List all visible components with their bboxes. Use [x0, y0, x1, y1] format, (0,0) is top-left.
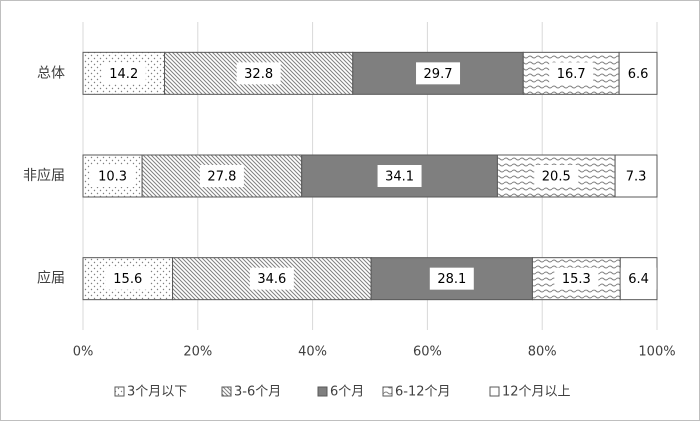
label-box [620, 267, 657, 290]
x-tick-label: 40% [298, 345, 327, 360]
legend-swatch [221, 386, 232, 397]
legend-label: 6个月 [330, 385, 364, 400]
data-label: 20.5 [542, 170, 571, 185]
legend-swatch [114, 386, 125, 397]
legend-label: 12个月以上 [502, 385, 571, 400]
label-box [534, 165, 579, 187]
data-label: 28.1 [437, 272, 466, 287]
legend-label: 6-12个月 [395, 385, 451, 400]
y-tick-label: 非应届 [23, 167, 65, 184]
label-box [549, 62, 594, 85]
data-label: 16.7 [557, 67, 586, 82]
data-label: 34.6 [257, 272, 286, 287]
label-box [416, 62, 461, 85]
legend-swatch [489, 386, 500, 397]
label-box [554, 267, 599, 290]
x-tick-label: 0% [73, 345, 94, 360]
x-tick-label: 100% [638, 345, 675, 360]
legend-swatch [317, 386, 328, 397]
label-box [101, 62, 146, 85]
legend-label: 3个月以下 [127, 385, 187, 400]
data-label: 10.3 [98, 170, 127, 185]
data-label: 6.4 [628, 272, 649, 287]
label-box [249, 267, 294, 290]
label-box [429, 267, 474, 290]
label-box [90, 165, 135, 187]
data-label: 6.6 [628, 67, 649, 82]
x-tick-label: 20% [183, 345, 212, 360]
label-box [236, 62, 281, 85]
label-box [618, 165, 655, 187]
data-label: 29.7 [424, 67, 453, 82]
data-label: 15.6 [113, 272, 142, 287]
data-label: 14.2 [109, 67, 138, 82]
x-tick-label: 60% [413, 345, 442, 360]
label-box [105, 267, 150, 290]
y-tick-label: 应届 [37, 270, 65, 287]
data-label: 32.8 [244, 67, 273, 82]
data-label: 15.3 [562, 272, 591, 287]
legend-label: 3-6个月 [234, 385, 281, 400]
label-box [620, 62, 657, 85]
x-tick-label: 80% [528, 345, 557, 360]
label-box [199, 165, 244, 187]
data-label: 7.3 [626, 170, 647, 185]
data-label: 34.1 [385, 170, 414, 185]
y-tick-label: 总体 [37, 65, 65, 81]
legend-swatch [382, 386, 393, 397]
data-label: 27.8 [207, 170, 236, 185]
label-box [377, 165, 422, 187]
